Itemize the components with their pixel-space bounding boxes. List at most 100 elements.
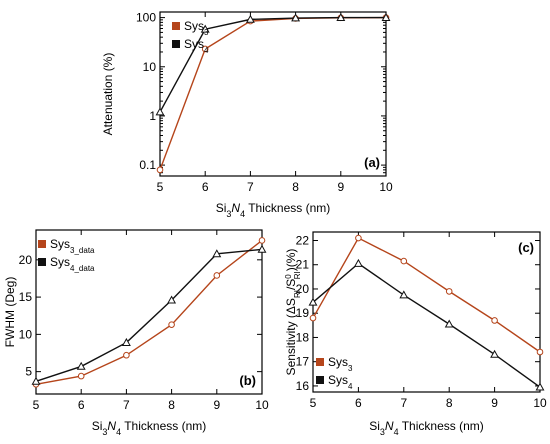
legend-swatch xyxy=(172,40,180,48)
plot-frame xyxy=(312,231,541,393)
legend-label: Sys4 xyxy=(184,37,209,55)
series-line-sys4 xyxy=(159,16,386,113)
x-axis-label: Si3N4 Thickness (nm) xyxy=(369,419,484,437)
x-tick-label: 9 xyxy=(213,398,220,412)
data-point-sys4 xyxy=(444,319,454,328)
data-point-sys3 xyxy=(536,348,544,356)
y-tick-label: 0.1 xyxy=(139,158,156,172)
data-point-sys3 xyxy=(445,288,453,295)
data-point-sys3 xyxy=(400,257,408,265)
data-point-sys4 xyxy=(353,258,363,267)
data-point-sys4 xyxy=(291,13,301,22)
legend-label: Sys3 xyxy=(184,19,209,37)
y-axis-label: Sensitivity (ΔSRI/S0RI)(%) xyxy=(284,249,302,376)
panel-label: (c) xyxy=(518,240,534,255)
data-point-sys4 xyxy=(200,24,210,33)
x-tick-label: 5 xyxy=(310,396,317,410)
y-tick-label: 16 xyxy=(296,379,310,393)
data-point-sys3-data xyxy=(123,351,130,359)
x-tick-label: 8 xyxy=(292,180,299,194)
y-tick-label: 10 xyxy=(19,327,33,341)
data-point-sys4 xyxy=(308,297,318,306)
y-tick-label: 20 xyxy=(296,282,310,296)
data-point-sys4 xyxy=(399,290,409,299)
panel-label: (b) xyxy=(239,373,256,388)
data-point-sys4 xyxy=(381,12,391,21)
panel-label: (a) xyxy=(364,155,380,170)
series-line-sys4-data xyxy=(35,248,263,382)
y-tick-label: 18 xyxy=(296,330,310,344)
x-tick-label: 7 xyxy=(400,396,407,410)
x-axis-label: Si3N4 Thickness (nm) xyxy=(216,201,331,219)
legend-swatch xyxy=(172,22,180,30)
data-point-sys3-data xyxy=(77,372,85,380)
data-point-sys3-data xyxy=(213,272,221,279)
data-point-sys4 xyxy=(490,349,500,358)
data-point-sys4 xyxy=(155,107,165,116)
y-tick-label: 10 xyxy=(143,60,157,74)
x-tick-label: 8 xyxy=(168,398,175,412)
data-point-sys3-data xyxy=(168,321,175,328)
y-tick-label: 100 xyxy=(136,11,156,25)
legend-swatch xyxy=(316,376,324,384)
x-tick-label: 8 xyxy=(446,396,453,410)
y-tick-label: 15 xyxy=(19,290,33,304)
plot-frame xyxy=(159,11,387,177)
legend-swatch xyxy=(38,258,46,266)
legend-swatch xyxy=(38,240,46,248)
panel-b: 5 6 7 8 9 10 5 10 15 20 Si3N4 Thickness (nm) FWHM (… xyxy=(3,229,269,437)
legend-label: Sys4 xyxy=(328,373,353,391)
x-tick-label: 7 xyxy=(247,180,254,194)
data-point-sys4-data xyxy=(121,337,131,346)
data-point-sys4-data xyxy=(212,249,222,258)
legend-label: Sys3_data xyxy=(50,237,95,255)
data-point-sys4 xyxy=(336,12,346,21)
data-point-sys4-data xyxy=(167,295,177,304)
x-tick-label: 7 xyxy=(123,398,130,412)
y-tick-label: 17 xyxy=(296,355,310,369)
data-point-sys3 xyxy=(156,166,164,174)
data-point-sys3 xyxy=(309,314,317,322)
y-tick-label: 19 xyxy=(296,306,310,320)
panel-c: 5 6 7 8 9 10 16 17 18 19 20 21 22 Si3N4 Thickness (nm… xyxy=(284,231,547,437)
data-point-sys4 xyxy=(245,14,255,23)
legend-label: Sys4_data xyxy=(50,255,95,273)
data-point-sys4-data xyxy=(76,361,86,370)
x-tick-label: 6 xyxy=(78,398,85,412)
series-line-sys3 xyxy=(312,237,541,353)
panel-a: 5 6 7 8 9 10 0.1 1 10 100 Si3N4 Thickness (nm) Atte… xyxy=(101,11,393,219)
x-tick-label: 10 xyxy=(255,398,269,412)
y-tick-label: 20 xyxy=(19,253,33,267)
data-point-sys3 xyxy=(355,234,362,242)
y-axis-label: FWHM (Deg) xyxy=(3,277,17,348)
data-point-sys3 xyxy=(201,45,209,53)
y-tick-label: 1 xyxy=(149,109,156,123)
x-tick-label: 10 xyxy=(379,180,393,194)
legend-label: Sys3 xyxy=(328,355,353,373)
x-tick-label: 9 xyxy=(337,180,344,194)
x-tick-label: 6 xyxy=(202,180,209,194)
y-axis-label: Attenuation (%) xyxy=(101,53,115,136)
y-tick-label: 5 xyxy=(25,365,32,379)
plot-frame xyxy=(35,229,263,395)
x-tick-label: 5 xyxy=(33,398,40,412)
data-point-sys3-data xyxy=(258,237,266,244)
data-point-sys4 xyxy=(535,382,545,391)
data-point-sys3 xyxy=(491,317,498,324)
y-tick-label: 22 xyxy=(296,233,310,247)
x-tick-label: 5 xyxy=(157,180,164,194)
data-point-sys4-data xyxy=(257,244,267,253)
data-point-sys4-data xyxy=(31,376,41,385)
x-tick-label: 9 xyxy=(491,396,498,410)
series-line-sys4 xyxy=(312,262,541,388)
legend-swatch xyxy=(316,358,324,366)
series-line-sys3-data xyxy=(35,239,263,385)
x-axis-label: Si3N4 Thickness (nm) xyxy=(92,419,207,437)
x-tick-label: 6 xyxy=(355,396,362,410)
y-tick-label: 21 xyxy=(296,258,310,272)
x-tick-label: 10 xyxy=(533,396,547,410)
